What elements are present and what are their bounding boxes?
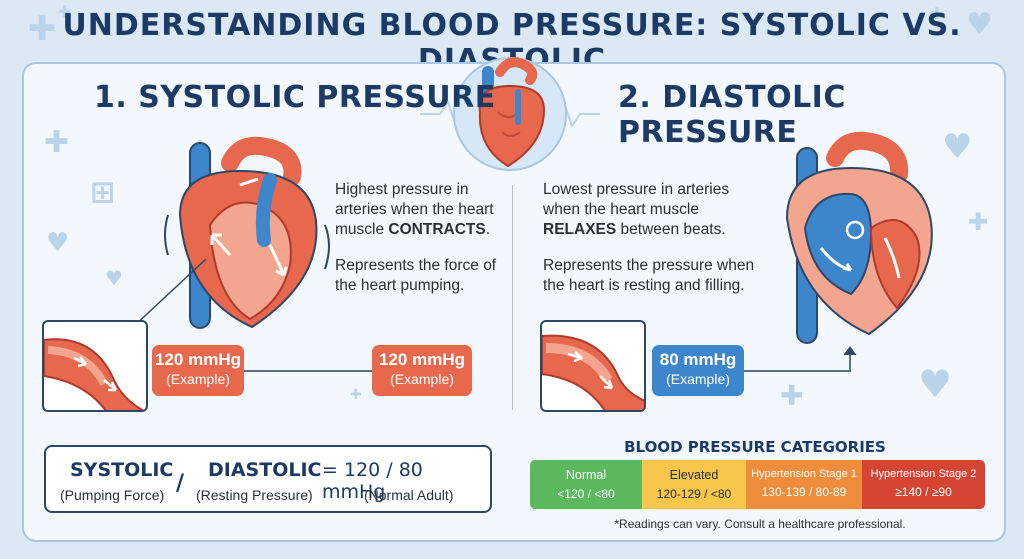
heart-pulse-icon: ♥ (966, 7, 993, 42)
categories-title: BLOOD PRESSURE CATEGORIES (624, 438, 886, 456)
formula-result-sub: (Normal Adult) (364, 487, 454, 503)
systolic-example-pill-2: 120 mmHg (Example) (372, 345, 472, 396)
diastolic-description: Lowest pressure in arteries when the hea… (543, 180, 763, 240)
diastolic-artery-box (540, 320, 646, 412)
category-normal: Normal <120 / <80 (530, 460, 642, 509)
diastolic-desc-line3-end: between beats. (616, 221, 726, 238)
systolic-example-label: (Example) (166, 371, 230, 387)
diastolic-heart-illustration (785, 131, 933, 344)
category-range: 130-139 / 80-89 (761, 485, 847, 499)
category-range: ≥140 / ≥90 (895, 485, 952, 499)
systolic-desc2-line2: the heart pumping. (335, 277, 465, 294)
systolic-example-value-2: 120 mmHg (379, 350, 465, 369)
relaxed-artery-icon (542, 334, 644, 410)
diastolic-connector-arrow (744, 346, 857, 372)
systolic-heart-illustration (164, 136, 330, 329)
systolic-desc-line3-end: . (485, 221, 491, 238)
category-name: Hypertension Stage 2 (870, 468, 977, 480)
systolic-artery-box (42, 320, 148, 412)
systolic-description-2: Represents the force of the heart pumpin… (335, 256, 525, 296)
category-range: 120-129 / <80 (656, 487, 732, 501)
plus-icon: ✚ (44, 125, 70, 160)
category-name: Elevated (669, 468, 719, 482)
formula-systolic-sub: (Pumping Force) (60, 487, 165, 503)
category-name: Hypertension Stage 1 (751, 468, 857, 480)
diastolic-example-pill: 80 mmHg (Example) (652, 345, 744, 396)
diastolic-desc-line1: Lowest pressure in arteries (543, 181, 730, 198)
diastolic-example-label: (Example) (666, 371, 730, 387)
plus-icon: ✚ (28, 9, 57, 49)
diastolic-heading: 2. DIASTOLIC PRESSURE (618, 80, 846, 150)
formula-result: = 120 / 80 mmHg (322, 459, 423, 503)
diastolic-desc-line2: when the heart muscle (543, 201, 699, 218)
heart-icon: ♥ (105, 266, 123, 290)
systolic-description: Highest pressure in arteries when the he… (335, 180, 515, 240)
diastolic-desc2-line1: Represents the pressure when (543, 257, 755, 274)
categories-bar: Normal <120 / <80 Elevated 120-129 / <80… (530, 460, 985, 509)
systolic-desc2-line1: Represents the force of (335, 257, 497, 274)
heart-pulse-icon: ♥ (918, 362, 953, 406)
heart-icon: ♥ (46, 228, 70, 258)
heart-medallion (420, 57, 600, 171)
diastolic-example-value: 80 mmHg (659, 350, 737, 369)
category-range: <120 / <80 (557, 487, 615, 501)
category-elevated: Elevated 120-129 / <80 (642, 460, 746, 509)
category-stage-2: Hypertension Stage 2 ≥140 / ≥90 (862, 460, 985, 509)
relaxes-emphasis: RELAXES (543, 221, 617, 238)
category-stage-1: Hypertension Stage 1 130-139 / 80-89 (746, 460, 862, 509)
plus-icon: ✚ (930, 4, 944, 23)
formula-systolic-label: SYSTOLIC (70, 459, 174, 481)
systolic-desc-line3: muscle (335, 221, 389, 238)
formula-slash: / (176, 471, 185, 496)
systolic-example-label-2: (Example) (390, 371, 454, 387)
systolic-desc-line2: arteries when the heart (335, 201, 494, 218)
systolic-connector (244, 370, 372, 372)
formula-diastolic-label: DIASTOLIC (208, 459, 322, 481)
diastolic-description-2: Represents the pressure when the heart i… (543, 256, 773, 296)
contracts-emphasis: CONTRACTS (388, 221, 486, 238)
systolic-heading: 1. SYSTOLIC PRESSURE (94, 80, 496, 115)
medical-kit-icon: ⊞ (90, 175, 116, 210)
plus-icon: ✚ (780, 379, 804, 412)
systolic-desc-line1: Highest pressure in (335, 181, 469, 198)
diastolic-desc2-line2: the heart is resting and filling. (543, 277, 745, 294)
category-name: Normal (565, 468, 607, 482)
footnote: *Readings can vary. Consult a healthcare… (614, 517, 906, 531)
plus-icon: ✚ (350, 387, 362, 403)
bp-formula-box: SYSTOLIC (Pumping Force) / DIASTOLIC (Re… (44, 445, 492, 513)
heart-pulse-icon: ♥ (942, 127, 973, 167)
formula-diastolic-sub: (Resting Pressure) (196, 487, 313, 503)
constricted-artery-icon (44, 338, 145, 410)
section-divider (512, 185, 513, 410)
systolic-example-pill: 120 mmHg (Example) (152, 345, 244, 396)
plus-icon: ✚ (58, 2, 72, 21)
plus-icon: ✚ (968, 208, 989, 236)
systolic-example-value: 120 mmHg (155, 350, 241, 369)
